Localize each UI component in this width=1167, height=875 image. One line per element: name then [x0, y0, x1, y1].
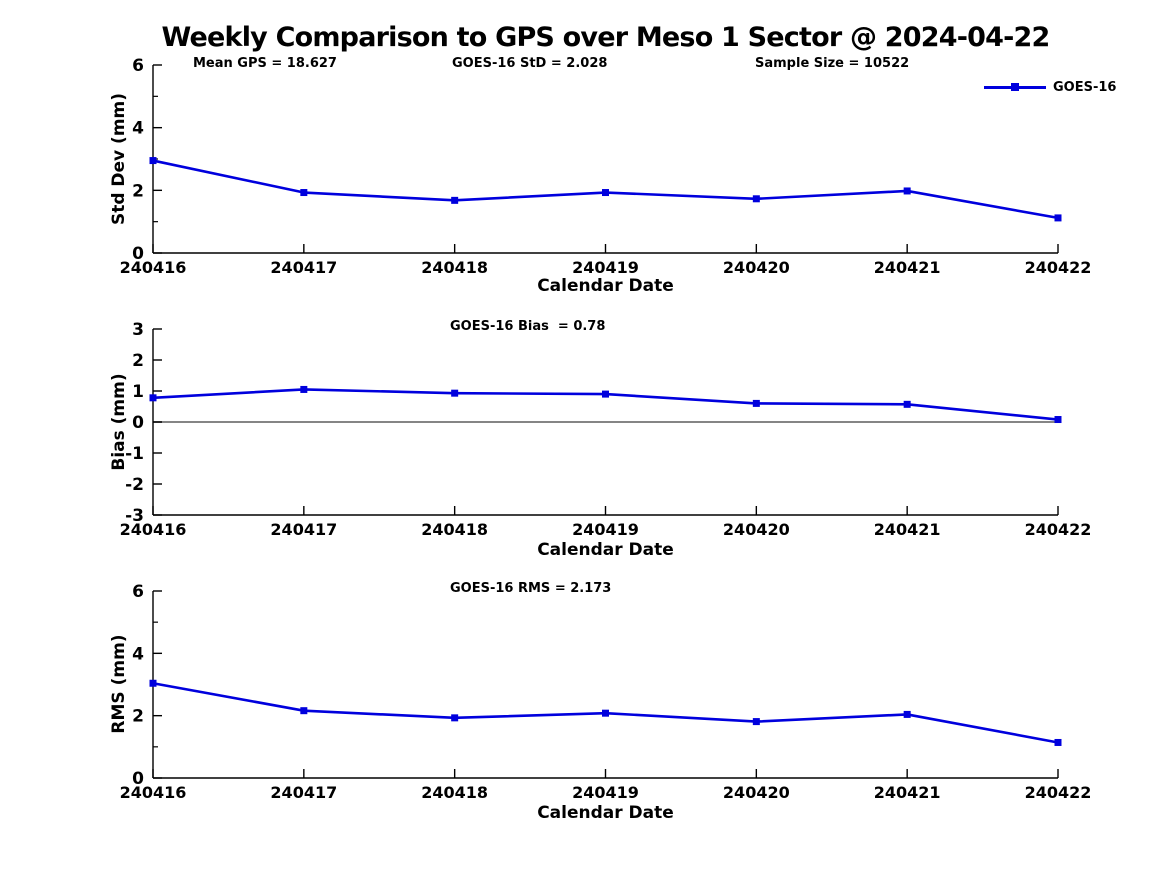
subplot-rms: 0 2 4 6 240416 240417 240418 240419 240420 240421… [120, 582, 1092, 802]
y-tick-label: 2 [132, 351, 144, 371]
x-tick-label: 240422 [1025, 520, 1092, 539]
x-tick-label: 240420 [723, 258, 790, 277]
y-tick-label: 0 [132, 413, 144, 433]
x-tick-label: 240417 [270, 258, 337, 277]
subplot-std-dev: 0 2 4 6 240416 240417 240418 240419 240420 240421… [120, 56, 1092, 277]
x-axis-label-stddev: Calendar Date [537, 276, 674, 296]
x-tick-label: 240422 [1025, 258, 1092, 277]
data-point [903, 400, 911, 408]
data-point [1054, 738, 1062, 746]
x-tick-label: 240416 [120, 258, 187, 277]
subplot-bias: -3 -2 -1 0 1 2 3 240416 240417 240418 240419 240420… [120, 320, 1092, 539]
x-tick-label: 240419 [572, 520, 639, 539]
x-tick-label: 240419 [572, 783, 639, 802]
y-tick-label: 2 [132, 707, 144, 727]
x-tick-label: 240422 [1025, 783, 1092, 802]
legend: GOES-16 [984, 79, 1116, 95]
stat-goes16-rms: GOES-16 RMS = 2.173 [450, 581, 612, 596]
x-tick-label: 240418 [421, 783, 488, 802]
stat-goes16-std: GOES-16 StD = 2.028 [452, 56, 608, 71]
stat-goes16-bias: GOES-16 Bias = 0.78 [450, 319, 606, 334]
x-tick-label: 240420 [723, 520, 790, 539]
data-point [451, 389, 459, 397]
x-tick-label: 240416 [120, 783, 187, 802]
figure-title: Weekly Comparison to GPS over Meso 1 Sec… [161, 22, 1051, 53]
y-tick-label: -1 [125, 444, 144, 464]
x-tick-label: 240416 [120, 520, 187, 539]
data-point [451, 714, 459, 722]
data-point [602, 709, 609, 717]
x-tick-label: 240421 [874, 783, 941, 802]
y-axis-label-stddev: Std Dev (mm) [109, 92, 129, 226]
y-tick-label: 3 [132, 320, 144, 340]
x-tick-label: 240418 [421, 258, 488, 277]
data-point [149, 679, 157, 687]
data-point [300, 189, 308, 197]
x-axis-label-bias: Calendar Date [537, 540, 674, 560]
y-tick-label: 4 [132, 119, 144, 139]
x-axis-label-rms: Calendar Date [537, 803, 674, 823]
y-tick-label: 1 [132, 382, 144, 402]
y-tick-label: -2 [125, 475, 144, 495]
legend-line-sample [984, 82, 1046, 91]
stat-sample-size: Sample Size = 10522 [755, 56, 910, 71]
data-point [149, 394, 157, 402]
x-tick-label: 240417 [270, 520, 337, 539]
data-point [752, 718, 760, 726]
y-axis-label-bias: Bias (mm) [109, 373, 129, 471]
x-tick-label: 240418 [421, 520, 488, 539]
x-tick-label: 240420 [723, 783, 790, 802]
data-point [1054, 214, 1062, 222]
y-tick-label: 2 [132, 181, 144, 201]
legend-square-marker-icon [1011, 82, 1019, 91]
data-point [451, 196, 459, 204]
data-point [752, 399, 760, 407]
data-point [300, 385, 308, 393]
x-tick-label: 240419 [572, 258, 639, 277]
y-tick-label: -3 [125, 506, 144, 526]
legend-label: GOES-16 [1053, 79, 1117, 95]
x-tick-label: 240421 [874, 258, 941, 277]
data-point [149, 157, 157, 165]
y-tick-label: 0 [132, 244, 144, 264]
y-tick-label: 4 [132, 644, 144, 664]
data-point [602, 390, 609, 398]
y-axis-label-rms: RMS (mm) [109, 634, 129, 734]
data-point [903, 710, 911, 718]
x-tick-label: 240421 [874, 520, 941, 539]
data-point [602, 189, 609, 197]
data-point [752, 195, 760, 203]
stat-mean-gps: Mean GPS = 18.627 [193, 56, 337, 71]
data-point [300, 707, 308, 715]
x-tick-label: 240417 [270, 783, 337, 802]
data-point [1054, 416, 1062, 424]
y-tick-label: 6 [132, 582, 144, 602]
y-tick-label: 0 [132, 769, 144, 789]
y-tick-label: 6 [132, 56, 144, 76]
data-point [903, 187, 911, 195]
